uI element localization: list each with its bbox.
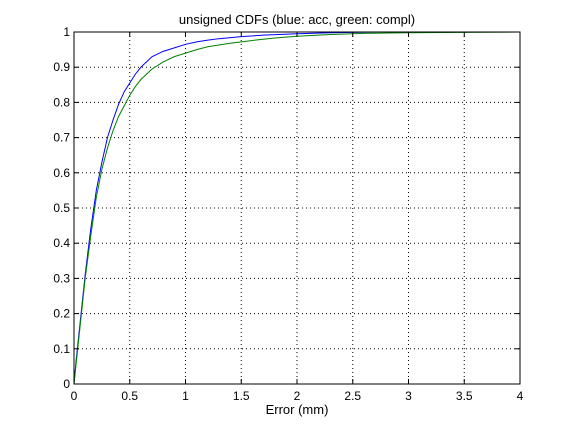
y-tick-labels: 0 0.1 0.2 0.3 0.4 0.5 0.6 0.7 0.8 0.9 1: [53, 25, 70, 391]
x-tick-label: 1.5: [233, 389, 250, 403]
x-tick-label: 4: [517, 389, 524, 403]
x-tick-label: 0: [71, 389, 78, 403]
axis-ticks: [73, 31, 521, 385]
series-layer: [73, 31, 521, 385]
x-tick-label: 2: [294, 389, 301, 403]
y-tick-label: 0.6: [53, 166, 70, 180]
y-tick-label: 0.7: [53, 131, 70, 145]
y-tick-label: 0.5: [53, 201, 70, 215]
y-tick-label: 1: [63, 25, 70, 39]
x-tick-label: 2.5: [344, 389, 361, 403]
x-tick-label: 3.5: [456, 389, 473, 403]
y-tick-label: 0: [63, 377, 70, 391]
y-tick-label: 0.8: [53, 95, 70, 109]
y-tick-label: 0.3: [53, 271, 70, 285]
x-tick-label: 3: [405, 389, 412, 403]
y-tick-label: 0.1: [53, 342, 70, 356]
x-axis-label: Error (mm): [266, 402, 329, 417]
chart-title: unsigned CDFs (blue: acc, green: compl): [179, 12, 415, 27]
compl-cdf-line: [73, 31, 521, 385]
x-tick-label: 0.5: [121, 389, 138, 403]
x-tick-labels: 0 0.5 1 1.5 2 2.5 3 3.5 4: [71, 389, 524, 403]
y-tick-label: 0.4: [53, 236, 70, 250]
grid-lines: [74, 32, 520, 384]
y-tick-label: 0.2: [53, 307, 70, 321]
x-tick-label: 1: [182, 389, 189, 403]
acc-cdf-line: [73, 31, 381, 385]
y-tick-label: 0.9: [53, 60, 70, 74]
